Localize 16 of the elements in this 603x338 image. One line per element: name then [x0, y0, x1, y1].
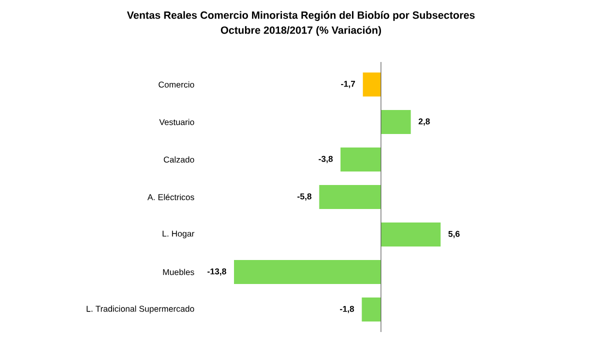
- data-label: 5,6: [448, 230, 460, 238]
- data-label: -1,8: [340, 306, 354, 314]
- y-tick-label: L. Hogar: [162, 230, 194, 238]
- chart-title: Ventas Reales Comercio Minorista Región del Biobío por Subsectores: [126, 11, 475, 21]
- data-label: -13,8: [208, 268, 226, 276]
- data-label: 2,8: [418, 118, 430, 126]
- data-label: -5,8: [297, 193, 312, 201]
- data-label: -1,7: [341, 80, 355, 88]
- y-tick-label: Vestuario: [159, 118, 194, 126]
- y-tick-label: Muebles: [163, 268, 194, 276]
- y-tick-label: Calzado: [164, 156, 194, 163]
- data-label: -3,8: [318, 156, 333, 164]
- y-tick-label: A. Eléctricos: [147, 194, 194, 200]
- y-tick-label: L. Tradicional Supermercado: [86, 306, 194, 314]
- y-tick-label: Comercio: [158, 81, 194, 88]
- chart-subtitle: Octubre 2018/2017 (% Variación): [220, 26, 381, 36]
